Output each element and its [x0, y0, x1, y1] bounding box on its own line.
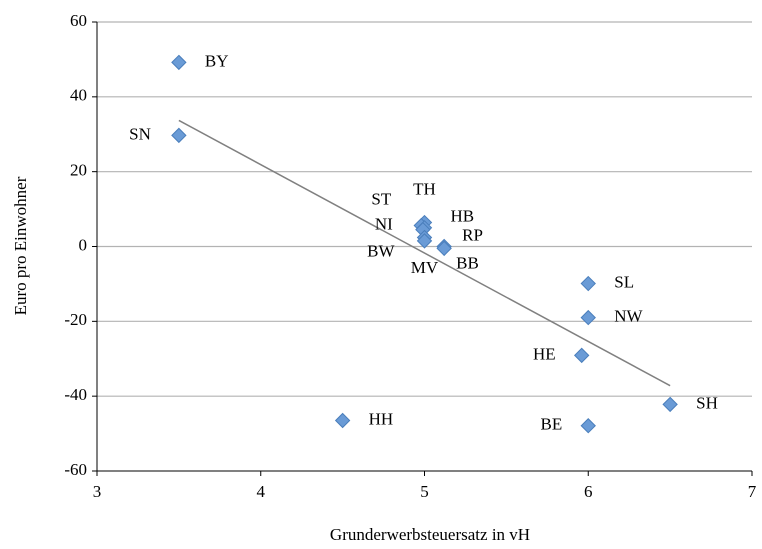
point-label: BE — [541, 415, 563, 434]
data-point — [580, 418, 596, 434]
x-tick-label: 4 — [257, 482, 266, 501]
point-label: HB — [451, 207, 475, 226]
point-label: ST — [371, 189, 391, 208]
point-label: BB — [456, 253, 479, 272]
point-label: HH — [369, 409, 394, 428]
data-point — [580, 275, 596, 292]
x-axis-title: Grunderwerbsteuersatz in vH — [330, 525, 530, 544]
point-label: SL — [614, 272, 634, 291]
data-point — [171, 54, 187, 71]
point-label: BW — [367, 241, 395, 260]
x-tick-label: 3 — [93, 482, 102, 501]
y-tick-label: -60 — [64, 460, 87, 479]
point-label: TH — [413, 179, 436, 198]
trendline — [178, 119, 671, 387]
point-label: MV — [411, 258, 439, 277]
y-tick-label: -20 — [64, 310, 87, 329]
y-tick-label: 20 — [70, 161, 87, 180]
point-label: SH — [696, 393, 718, 412]
point-label: NI — [375, 215, 393, 234]
data-point — [573, 347, 590, 364]
y-tick-label: 0 — [79, 235, 88, 254]
y-tick-label: -40 — [64, 385, 87, 404]
point-label: BY — [205, 51, 229, 70]
data-point — [580, 309, 596, 326]
y-tick-label: 40 — [70, 86, 87, 105]
data-point — [662, 396, 678, 413]
y-tick-label: 60 — [70, 11, 87, 30]
data-point — [334, 412, 351, 429]
x-tick-label: 5 — [420, 482, 429, 501]
data-point — [436, 240, 452, 257]
point-label: HE — [533, 344, 556, 363]
y-axis-title: Euro pro Einwohner — [11, 176, 30, 315]
x-tick-label: 7 — [748, 482, 757, 501]
data-point — [416, 233, 433, 249]
point-label: SN — [129, 124, 151, 143]
data-point — [171, 127, 187, 144]
point-label: RP — [462, 225, 483, 244]
x-tick-label: 6 — [584, 482, 593, 501]
point-label: NW — [614, 306, 643, 325]
